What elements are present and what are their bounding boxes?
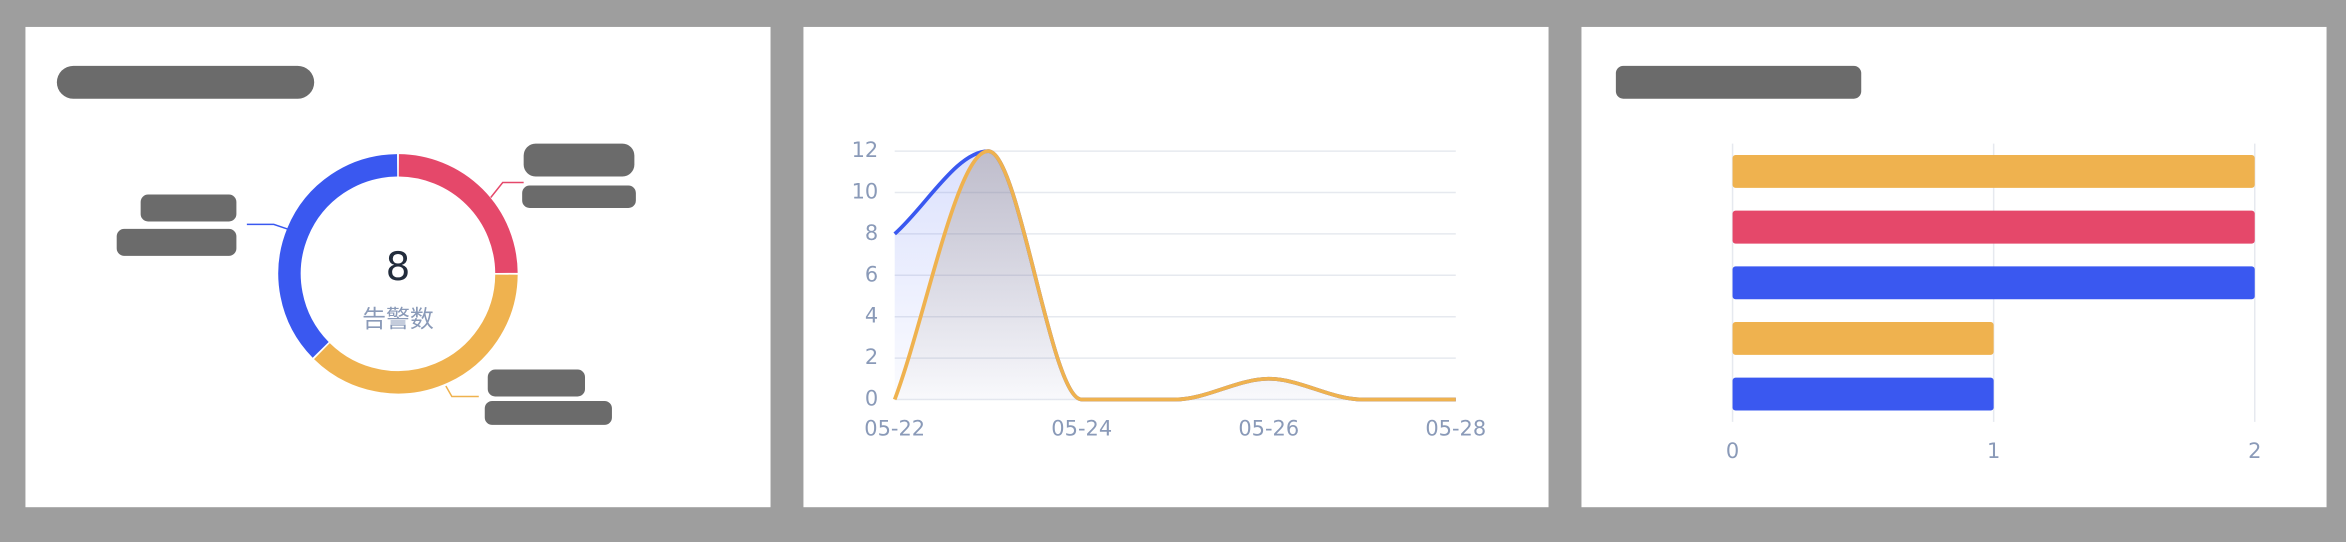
redacted-label (523, 143, 635, 177)
y-tick-label: 10 (852, 180, 879, 204)
bar (1732, 377, 1994, 411)
bar (1732, 210, 2255, 244)
redacted-title (1615, 65, 1862, 99)
donut-segment (314, 274, 518, 394)
x-tick-label: 1 (1987, 439, 2000, 463)
y-tick-label: 12 (852, 138, 879, 162)
bar (1732, 155, 2255, 188)
leader-line (246, 223, 288, 230)
redacted-label (116, 228, 237, 256)
y-tick-label: 2 (865, 345, 878, 369)
bar (1732, 321, 1994, 355)
leader-line (445, 385, 479, 398)
x-tick-label: 05-28 (1425, 416, 1486, 440)
panel (25, 26, 771, 508)
redacted-label (140, 194, 237, 222)
y-tick-label: 8 (865, 221, 878, 245)
redacted-label (522, 185, 636, 208)
line (892, 149, 1456, 402)
redacted-label (484, 400, 612, 425)
redacted-title (56, 65, 315, 99)
center-label: 告警数 (362, 305, 434, 333)
redactions (56, 65, 1862, 425)
x-tick-label: 05-24 (1051, 416, 1112, 440)
donut-segment (398, 154, 518, 274)
x-tick-label: 0 (1726, 439, 1739, 463)
donut-segment (278, 154, 398, 358)
x-tick-label: 05-22 (864, 416, 925, 440)
center-value: 8 (386, 245, 411, 290)
y-tick-label: 0 (865, 386, 878, 410)
redacted-label (487, 369, 586, 397)
x-tick-label: 05-26 (1238, 416, 1299, 440)
y-tick-label: 4 (865, 304, 878, 328)
leader-line (490, 181, 524, 198)
bar (1732, 266, 2255, 300)
area (894, 151, 1456, 400)
x-tick-label: 2 (2248, 439, 2261, 463)
y-tick-label: 6 (865, 262, 878, 286)
leader-lines (246, 181, 524, 398)
